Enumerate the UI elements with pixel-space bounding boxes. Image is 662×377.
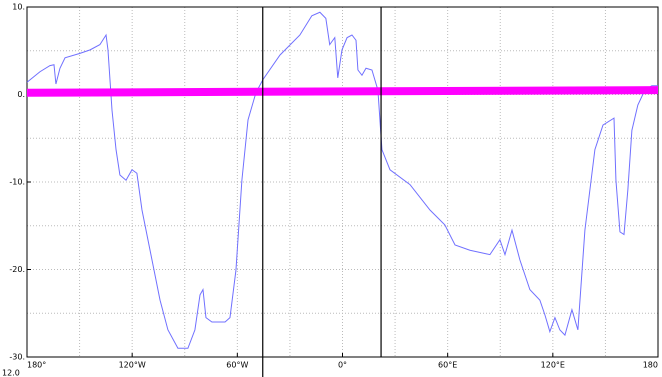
y-tick-label: -30. — [9, 353, 25, 362]
x-tick-label: 180 — [643, 361, 658, 370]
y-tick-label: -20. — [9, 265, 25, 274]
y-tick-label: -10. — [9, 178, 25, 187]
x-tick-label: 120°W — [119, 361, 146, 370]
plot-frame — [26, 6, 659, 358]
annotation: 12.0 — [2, 369, 20, 377]
y-tick-label: 10. — [12, 3, 25, 12]
x-tick-label: 60°E — [438, 361, 457, 370]
x-tick-label: 60°W — [226, 361, 248, 370]
x-tick-label: 180° — [27, 361, 46, 370]
x-tick-label: 120°E — [541, 361, 565, 370]
y-tick-label: 0. — [17, 90, 25, 99]
x-tick-label: 0° — [338, 361, 347, 370]
data-line — [26, 86, 659, 97]
data-line — [26, 11, 658, 349]
